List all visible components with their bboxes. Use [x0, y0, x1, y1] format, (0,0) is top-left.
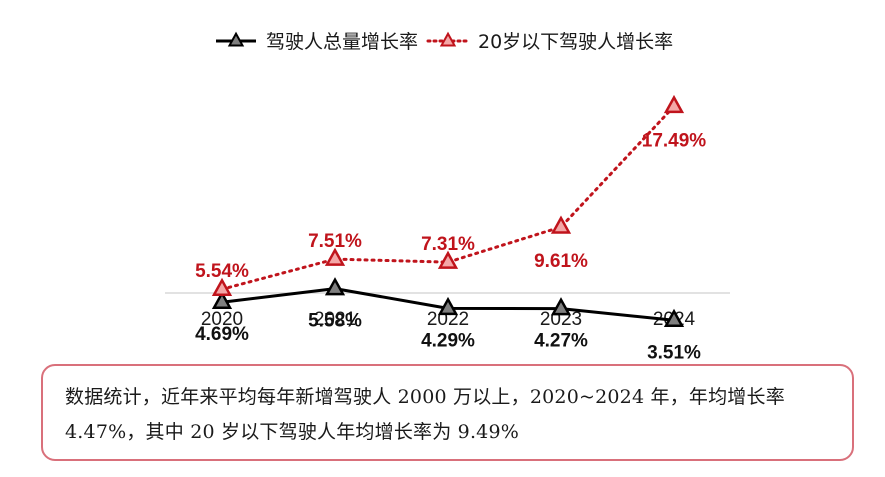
data-label: 5.54% — [195, 261, 249, 282]
data-point-marker — [437, 296, 459, 316]
chart-legend: 驾驶人总量增长率 20岁以下驾驶人增长率 — [216, 31, 673, 53]
data-label: 4.69% — [195, 324, 249, 345]
data-label: 7.31% — [421, 234, 475, 255]
data-point-marker — [437, 250, 459, 269]
data-label: 17.49% — [642, 130, 707, 151]
data-label: 9.61% — [534, 251, 588, 272]
series-markers — [211, 94, 685, 328]
note-box: 数据统计，近年来平均每年新增驾驶人 2000 万以上，2020~2024 年，年… — [41, 364, 854, 461]
data-point-marker — [663, 94, 685, 114]
data-point-marker — [324, 247, 346, 266]
data-label: 7.51% — [308, 231, 362, 252]
legend-triangle-icon — [439, 31, 457, 47]
data-point-marker — [324, 277, 346, 296]
x-tick-label: 2020 — [201, 309, 243, 330]
x-tick-label: 2022 — [427, 309, 469, 330]
series-lines — [220, 104, 676, 322]
legend-triangle-icon — [227, 31, 245, 47]
data-point-marker — [550, 215, 572, 234]
data-point-marker — [550, 297, 572, 316]
data-point-marker — [663, 308, 685, 328]
data-label: 5.58% — [308, 311, 362, 332]
legend-label: 驾驶人总量增长率 — [266, 31, 418, 53]
data-label: 4.27% — [534, 331, 588, 352]
x-tick-label: 2023 — [540, 309, 582, 330]
data-point-marker — [211, 277, 233, 296]
data-label: 3.51% — [647, 342, 701, 360]
note-text: 数据统计，近年来平均每年新增驾驶人 2000 万以上，2020~2024 年，年… — [65, 386, 785, 443]
data-labels: 4.69% 5.58% 4.29% 4.27% 3.51% 5.54% 7.51% 7.31%… — [195, 130, 706, 360]
legend-label: 20岁以下驾驶人增长率 — [478, 31, 673, 53]
data-point-marker — [211, 290, 233, 309]
x-tick-label: 2021 — [314, 309, 356, 330]
data-label: 4.29% — [421, 330, 475, 351]
